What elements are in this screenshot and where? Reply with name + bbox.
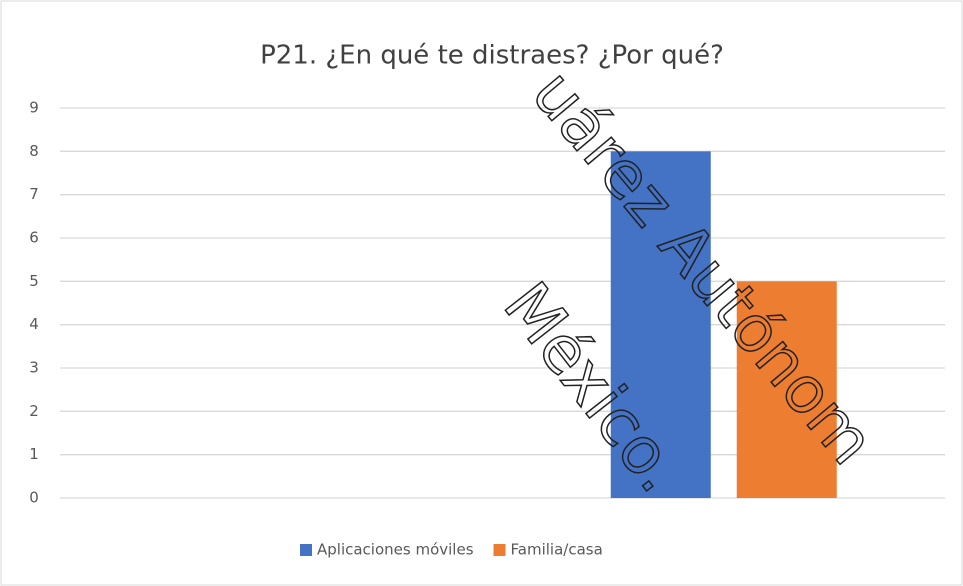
y-tick-label: 6 [29,229,39,247]
y-tick-label: 2 [29,402,39,420]
legend-label: Familia/casa [511,541,603,559]
y-tick-label: 0 [29,489,39,507]
bar [610,151,711,499]
y-tick-label: 1 [29,445,39,463]
y-tick-label: 7 [29,185,39,203]
y-tick-label: 8 [29,142,39,160]
legend-label: Aplicaciones móviles [317,541,474,559]
chart-title: P21. ¿En qué te distraes? ¿Por qué? [260,41,724,71]
y-tick-label: 3 [29,359,39,377]
legend-swatch [300,544,312,556]
legend-swatch [493,544,506,556]
y-tick-label: 4 [29,315,39,333]
bar [736,281,837,498]
y-tick-label: 9 [29,99,39,117]
y-tick-label: 5 [29,272,39,290]
